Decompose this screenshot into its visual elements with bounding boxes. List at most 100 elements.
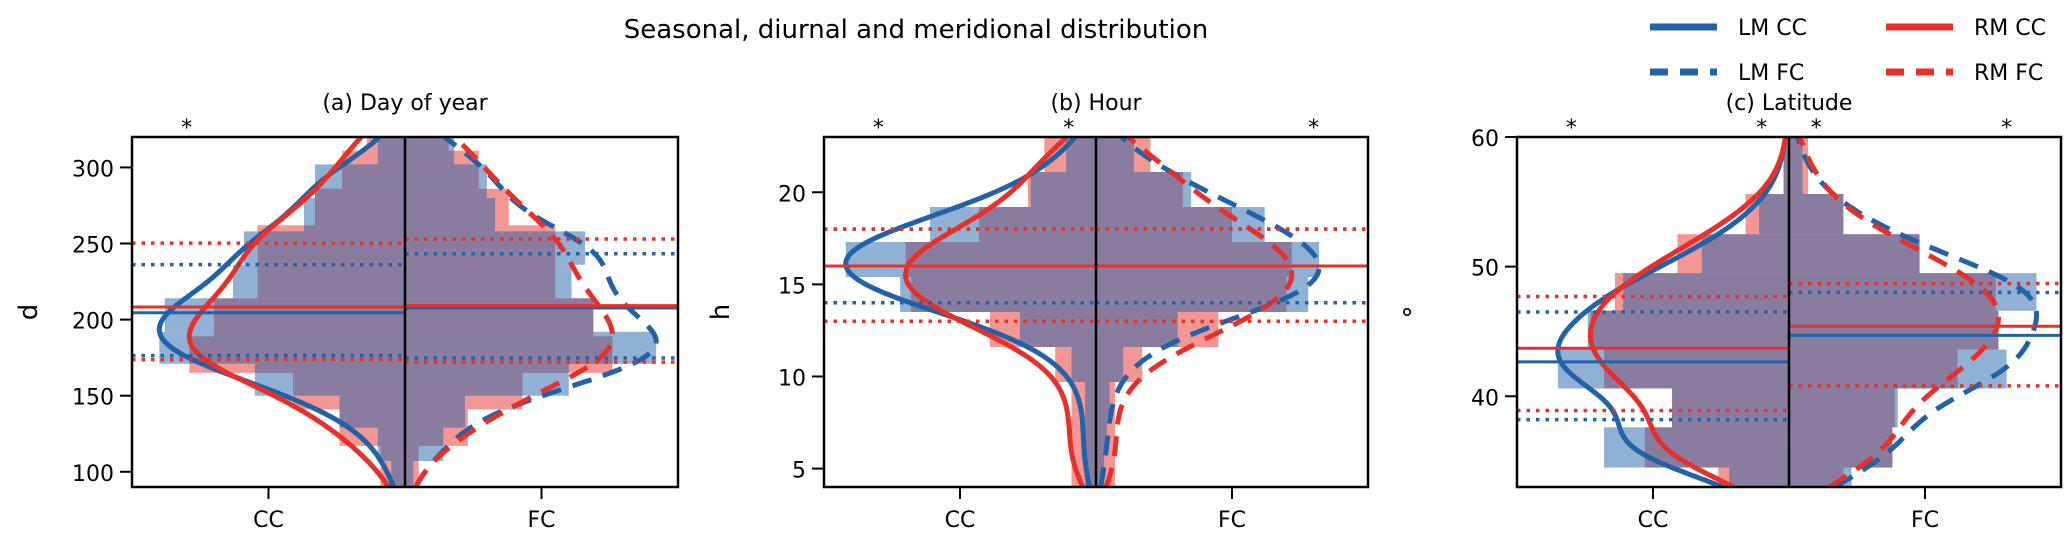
hist-bar-lm-fc: [1789, 194, 1844, 235]
hist-bar-lm-cc: [377, 137, 405, 165]
hist-bar-lm-cc: [314, 164, 405, 198]
y-tick-label: 50: [1471, 257, 1499, 282]
hist-bar-lm-cc: [1085, 382, 1096, 417]
x-tick-label: CC: [945, 508, 976, 533]
y-tick-label: 150: [72, 386, 114, 411]
hist-bar-lm-fc: [405, 137, 455, 165]
y-tick-label: 15: [778, 274, 806, 299]
panel-title: (b) Hour: [1050, 91, 1142, 116]
y-tick-label: 250: [72, 234, 114, 259]
x-tick-label: FC: [1218, 508, 1246, 533]
y-axis-label: h: [706, 304, 736, 320]
kde-curve-lm-cc: [843, 137, 1093, 487]
hist-bar-lm-cc: [1557, 349, 1789, 389]
kde-curve-rm-cc: [1587, 137, 1788, 487]
axes-frame: [822, 135, 1370, 489]
y-tick-label: 100: [72, 462, 114, 487]
y-tick-label: 10: [778, 366, 806, 391]
hist-bar-lm-cc: [1783, 137, 1789, 195]
legend-label: LM FC: [1738, 61, 1804, 86]
hist-bar-lm-fc: [405, 197, 496, 232]
hist-bar-lm-fc: [405, 461, 414, 487]
hist-bar-lm-fc: [1096, 452, 1105, 487]
significance-star: *: [1063, 116, 1074, 141]
legend: LM CC RM CC LM FC RM FC: [1650, 16, 2046, 86]
hist-bar-lm-fc: [1096, 137, 1135, 172]
hist-bar-lm-cc: [1701, 234, 1789, 274]
hist-bar-lm-cc: [1587, 310, 1789, 350]
significance-star: *: [181, 116, 192, 141]
kde-curve-lm-fc: [1098, 137, 1322, 487]
panels: 100 150 200 250 300 CC FC d (a) Day of year * 5 10 1…: [14, 91, 2063, 533]
hist-bar-lm-fc: [1096, 242, 1320, 277]
panel-title: (c) Latitude: [1726, 91, 1853, 116]
y-tick-label: 20: [778, 182, 806, 207]
plot-area: [1517, 137, 2061, 487]
hist-bar-lm-fc: [1096, 312, 1178, 347]
hist-bar-lm-cc: [1030, 172, 1096, 207]
plot-area: [132, 137, 678, 487]
hist-bar-lm-fc: [1789, 310, 1999, 350]
kde-curve-rm-fc: [1797, 137, 2001, 487]
significance-star: *: [1308, 116, 1319, 141]
significance-star: *: [873, 116, 884, 141]
x-tick-label: CC: [253, 508, 284, 533]
hist-bar-lm-cc: [845, 242, 1096, 277]
hist-bar-lm-fc: [1096, 382, 1110, 417]
significance-star: *: [1566, 116, 1577, 141]
hist-bar-lm-fc: [1096, 277, 1309, 312]
hist-bar-lm-fc: [1789, 234, 1920, 274]
x-tick-label: FC: [527, 508, 555, 533]
axes-frame: [1515, 135, 2063, 489]
hist-bar-lm-fc: [405, 231, 586, 265]
kde-curve-rm-fc: [413, 137, 615, 487]
y-tick-label: 40: [1471, 386, 1499, 411]
hist-bar-lm-fc: [1789, 137, 1803, 195]
hist-bar-lm-cc: [233, 264, 405, 299]
hist-bar-lm-cc: [1071, 347, 1096, 382]
significance-star: *: [1811, 116, 1822, 141]
hist-bar-lm-fc: [1096, 207, 1265, 242]
hist-bar-lm-cc: [303, 197, 405, 232]
hist-bar-lm-cc: [339, 395, 405, 428]
hist-bar-lm-cc: [377, 427, 405, 462]
figure-title: Seasonal, diurnal and meridional distrib…: [624, 15, 1209, 45]
hist-bar-lm-cc: [1623, 273, 1789, 311]
panel-a: 100 150 200 250 300 CC FC d (a) Day of year *: [14, 91, 680, 533]
kde-curve-rm-fc: [1103, 137, 1295, 487]
hist-bar-lm-fc: [1096, 347, 1124, 382]
y-tick-label: 200: [72, 310, 114, 335]
hist-bar-lm-cc: [930, 207, 1096, 242]
x-tick-label: FC: [1911, 508, 1939, 533]
hist-bar-lm-fc: [405, 164, 487, 198]
kde-curve-rm-cc: [903, 137, 1086, 487]
legend-label: RM FC: [1974, 61, 2043, 86]
legend-label: RM CC: [1974, 16, 2046, 41]
hist-bar-lm-cc: [1085, 417, 1096, 452]
x-tick-label: CC: [1638, 508, 1669, 533]
hist-bar-lm-fc: [405, 395, 466, 428]
hist-bar-lm-cc: [254, 363, 405, 396]
hist-bar-lm-fc: [1096, 417, 1107, 452]
hist-bar-lm-cc: [1729, 467, 1789, 487]
y-axis-label: °: [1399, 306, 1429, 319]
y-tick-label: 300: [72, 157, 114, 182]
hist-bar-lm-cc: [1085, 452, 1096, 487]
hist-bar-lm-cc: [243, 231, 405, 265]
hist-bar-lm-cc: [1759, 194, 1789, 235]
hist-bar-lm-fc: [405, 298, 594, 332]
hist-bar-lm-fc: [1789, 349, 2007, 389]
hist-bar-lm-cc: [391, 461, 405, 487]
hist-bar-lm-fc: [1789, 388, 1898, 428]
hist-bar-lm-fc: [405, 264, 572, 299]
y-tick-label: 60: [1471, 127, 1499, 152]
significance-star: *: [2001, 116, 2012, 141]
hist-bar-lm-cc: [1672, 388, 1789, 428]
kde-curve-lm-fc: [413, 137, 659, 487]
axes-frame: [130, 135, 680, 489]
hist-bar-lm-cc: [1019, 312, 1096, 347]
y-axis-label: d: [14, 304, 44, 321]
panel-title: (a) Day of year: [322, 91, 488, 116]
